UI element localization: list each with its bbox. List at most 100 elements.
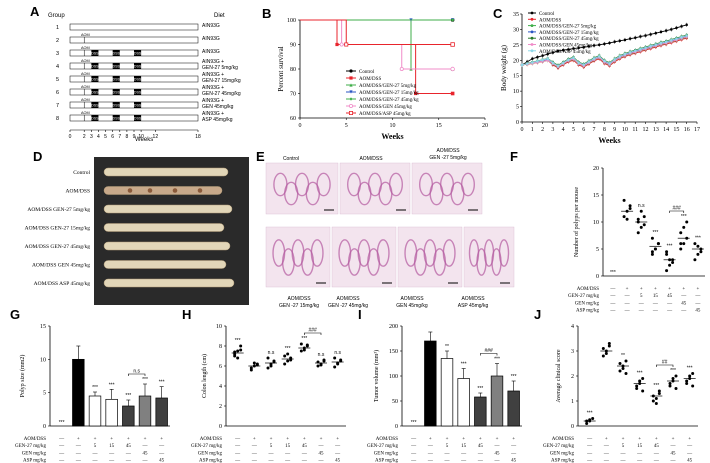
- diet-label: AIN93G: [202, 36, 220, 42]
- x-tick-label: 10: [622, 127, 628, 133]
- x-tick-label: 9: [613, 127, 616, 133]
- schematic-tick-label: 5: [104, 134, 107, 140]
- treatment-cell: 15: [285, 444, 291, 449]
- y-tick-label: 50: [392, 399, 398, 405]
- panel-letter-g: G: [10, 307, 20, 322]
- data-point: [551, 61, 554, 64]
- histo-label-gen27-45-b: GEN -27 45mg/kg: [328, 303, 368, 309]
- treatment-cell: —: [609, 287, 616, 292]
- significance-label: ***: [511, 374, 517, 380]
- data-point: [546, 53, 549, 56]
- significance-label: ***: [411, 420, 417, 426]
- marker-point: [349, 83, 353, 87]
- treatment-cell: —: [603, 444, 610, 449]
- treatment-cell: —: [75, 459, 82, 463]
- data-point: [598, 43, 601, 46]
- marker-point: [349, 90, 353, 94]
- data-point: [587, 45, 591, 48]
- bar: [474, 396, 487, 427]
- data-point: [628, 51, 632, 54]
- data-point: [680, 25, 683, 28]
- dss-block: [91, 63, 99, 69]
- dss-label: DSS: [134, 65, 142, 69]
- y-tick-label: 1: [571, 399, 574, 405]
- data-point: [618, 55, 621, 58]
- colon-sample: [103, 186, 223, 195]
- x-tick-label: 15: [436, 123, 442, 129]
- y-tick-label: 70: [290, 92, 296, 98]
- aom-label: AOM: [81, 46, 90, 50]
- treatment-cell: —: [158, 451, 165, 456]
- dss-label: DSS: [113, 65, 121, 69]
- treatment-cell: 15: [461, 444, 467, 449]
- data-point: [286, 352, 290, 356]
- treatment-cell: —: [58, 451, 65, 456]
- y-axis-label: Body weight (g): [500, 44, 508, 91]
- treatment-cell: —: [652, 301, 659, 306]
- treatment-row-label: GEN mg/kg: [22, 451, 47, 456]
- bar: [105, 398, 118, 427]
- treatment-cell: 5: [446, 444, 449, 449]
- treatment-cell: —: [494, 459, 501, 463]
- legend-label: AOM/DSS: [539, 18, 561, 23]
- group-number: 7: [56, 103, 59, 109]
- treatment-row-label: GEN-27 mg/kg: [191, 444, 222, 449]
- panel-letter-i: I: [358, 307, 362, 322]
- treatment-cell: —: [251, 451, 258, 456]
- y-tick-label: 10: [216, 324, 222, 330]
- y-tick-label: 5: [596, 247, 599, 253]
- data-point: [622, 215, 626, 219]
- y-tick-label: 4: [571, 324, 574, 330]
- group-header: Group: [48, 13, 65, 19]
- y-tick-label: 3: [571, 349, 574, 355]
- dss-label: DSS: [134, 117, 142, 121]
- schematic-tick-label: 12: [153, 134, 159, 140]
- diet-label: GEN-27 5mg/kg: [202, 65, 238, 71]
- treatment-cell: —: [620, 459, 627, 463]
- data-point: [685, 220, 689, 224]
- legend-label: AOM/DSS/GEN-27 15mg/kg: [539, 31, 599, 36]
- treatment-cell: 45: [511, 459, 517, 463]
- group-number: 3: [56, 51, 59, 57]
- colon-length-chart: 0 2 4 6 8 10 Colon length (cm) *** n.s *** *** n.s n…: [191, 324, 346, 463]
- data-point: [675, 26, 678, 29]
- marker-point: [335, 42, 339, 47]
- diet-label: AIN93G +: [202, 85, 224, 91]
- y-tick-label: 80: [290, 67, 296, 73]
- treatment-cell: —: [609, 294, 616, 299]
- data-point: [567, 58, 570, 61]
- polyp-size-chart: 0 5 10 15 Polyp size (mm2) *** *** *** *** *** ***…: [15, 324, 170, 463]
- treatment-cell: +: [496, 437, 499, 442]
- treatment-row-label: ASP mg/kg: [23, 459, 47, 463]
- treatment-cell: 45: [681, 301, 687, 306]
- data-point: [654, 43, 657, 46]
- marker-point: [450, 18, 455, 22]
- group-number: 4: [56, 64, 59, 70]
- treatment-row-label: GEN mg/kg: [575, 301, 600, 306]
- treatment-cell: +: [462, 437, 465, 442]
- dss-block: [91, 89, 99, 95]
- x-tick-label: 8: [603, 127, 606, 133]
- data-point: [665, 269, 669, 273]
- dss-label: DSS: [113, 104, 121, 108]
- histo-label-asp45-b: ASP 45mg/kg: [458, 303, 489, 309]
- marker-point: [399, 67, 404, 72]
- treatment-cell: —: [477, 451, 484, 456]
- data-point: [624, 372, 628, 375]
- treatment-cell: —: [609, 309, 616, 314]
- marker-point: [349, 76, 353, 80]
- significance-label: ***: [59, 420, 65, 426]
- data-point: [650, 252, 654, 256]
- marker-point: [450, 42, 455, 47]
- bar: [457, 378, 470, 427]
- timeline-bar: [69, 36, 199, 44]
- treatment-cell: —: [92, 451, 99, 456]
- legend-label: Control: [359, 70, 375, 75]
- data-point: [656, 242, 660, 246]
- bar: [138, 395, 152, 427]
- treatment-cell: —: [666, 301, 673, 306]
- data-point: [608, 41, 611, 45]
- y-tick-label: 2: [571, 374, 574, 380]
- treatment-cell: +: [697, 287, 700, 292]
- data-point: [603, 59, 606, 63]
